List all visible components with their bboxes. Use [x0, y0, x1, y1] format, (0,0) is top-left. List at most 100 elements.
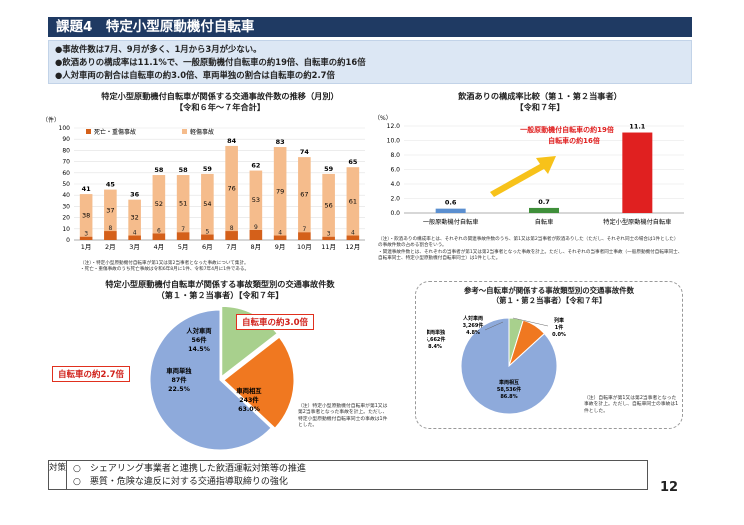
- data-label-light: 67: [300, 191, 308, 199]
- data-label-total: 59: [203, 165, 213, 173]
- slice-percent: 63.0%: [238, 406, 261, 413]
- bar-light: [298, 157, 311, 233]
- chart3-title-line1: 特定小型原動機付自転車が関係する事故類型別の交通事故件数: [105, 279, 335, 289]
- bar-light: [79, 194, 93, 237]
- data-label-severe: 4: [351, 230, 355, 237]
- bar: [435, 208, 466, 213]
- bar-severe: [176, 232, 190, 240]
- chart4-title-line2: （第１・第２当事者）【令和７年】: [491, 296, 607, 305]
- y-tick-label: 80: [62, 147, 70, 154]
- bar-severe: [346, 235, 360, 240]
- x-tick-label: 11月: [321, 243, 336, 251]
- y-tick-label: 100: [59, 125, 71, 132]
- y-tick-label: 70: [62, 159, 70, 166]
- data-label-total: 58: [179, 166, 189, 174]
- bar-severe: [201, 234, 214, 240]
- bar-severe: [152, 233, 166, 240]
- slice-count: 87件: [171, 375, 187, 384]
- monthly-accidents-chart: （件）0102030405060708090100338411月837452月4…: [42, 116, 365, 251]
- y-tick-label: 6.0: [390, 167, 400, 174]
- data-label-severe: 9: [254, 224, 258, 231]
- bar: [529, 207, 559, 213]
- y-tick-label: 2.0: [390, 196, 400, 203]
- data-label: 11.1: [629, 123, 646, 131]
- data-label-total: 65: [348, 158, 358, 166]
- data-label-light: 52: [155, 200, 163, 208]
- data-label-total: 62: [251, 162, 260, 170]
- slice-count: 5,662件: [427, 336, 445, 343]
- bar-severe: [273, 235, 287, 240]
- chart3-title: 特定小型原動機付自転車が関係する事故類型別の交通事故件数 （第１・第２当事者）【…: [70, 279, 370, 301]
- data-label-severe: 8: [230, 225, 234, 232]
- chart2-title: 飲酒ありの構成率比較（第１・第２当事者） 【令和７年】: [410, 91, 670, 113]
- increase-arrow: [490, 156, 556, 197]
- y-tick-label: 12.0: [387, 123, 401, 130]
- data-label-light: 61: [349, 197, 357, 205]
- x-tick-label: 8月: [251, 243, 262, 251]
- slice-label: 車両単独: [166, 366, 192, 375]
- y-tick-label: 10.0: [387, 138, 401, 145]
- bar-severe: [79, 236, 93, 240]
- y-tick-label: 40: [62, 192, 70, 199]
- bar-light: [322, 173, 335, 237]
- data-label-severe: 4: [133, 230, 137, 237]
- chart2-title-line1: 飲酒ありの構成率比較（第１・第２当事者）: [458, 91, 622, 101]
- data-label-total: 58: [154, 166, 164, 174]
- bar-light: [128, 199, 141, 236]
- x-tick-label: 6月: [202, 243, 213, 251]
- y-axis-unit: （件）: [42, 116, 60, 124]
- annotation-line2: 自転車の約16倍: [548, 136, 600, 145]
- y-tick-label: 30: [62, 203, 70, 210]
- slice-label: 人対車両: [462, 315, 483, 322]
- x-tick-label: 一般原動機付自転車: [423, 218, 479, 226]
- pie-slice: [149, 309, 272, 451]
- summary-box: ●事故件数は7月、9月が多く、1月から3月が少ない。 ●飲酒ありの構成率は11.…: [48, 40, 692, 84]
- y-tick-label: 60: [62, 170, 70, 177]
- measure-item: ○ シェアリング事業者と連携した飲酒運転対策等の推進: [73, 464, 306, 474]
- slice-percent: 8.4%: [428, 344, 442, 350]
- slice-percent: 0.0%: [552, 332, 566, 338]
- data-label-light: 79: [276, 187, 284, 195]
- chart4-title: 参考～自転車が関係する事故類型別の交通事故件数 （第１・第２当事者）【令和７年】: [420, 286, 678, 306]
- measure-item: ○ 悪質・危険な違反に対する交通指導取締りの強化: [73, 477, 288, 487]
- slice-percent: 22.5%: [168, 386, 191, 393]
- data-label-light: 32: [130, 214, 138, 222]
- x-tick-label: 5月: [178, 243, 189, 251]
- chart2-title-line2: 【令和７年】: [515, 102, 565, 112]
- bar-severe: [104, 231, 117, 240]
- measures-label: 対策: [49, 461, 67, 489]
- data-label-severe: 5: [205, 228, 209, 235]
- data-label-severe: 4: [278, 230, 282, 237]
- slice-count: 243件: [239, 395, 259, 404]
- data-label: 0.6: [445, 199, 457, 207]
- chart3-title-line2: （第１・第２当事者）【令和７年】: [156, 290, 284, 300]
- chart1-title-line2: 【令和６年～７年合計】: [174, 102, 266, 112]
- x-tick-label: 1月: [81, 243, 92, 251]
- slice-percent: 86.8%: [500, 394, 517, 400]
- slice-percent: 14.5%: [188, 346, 211, 353]
- slice-count: 56件: [191, 335, 207, 344]
- x-tick-label: 10月: [297, 243, 312, 251]
- slice-label: 人対車両: [186, 326, 212, 335]
- x-tick-label: 9月: [275, 243, 286, 251]
- bar-light: [201, 173, 214, 235]
- bar-light: [104, 189, 117, 232]
- annotation-line1: 一般原動機付自転車の約19倍: [520, 125, 614, 134]
- page-title: 課題4 特定小型原動機付自転車: [48, 17, 692, 37]
- bar-light: [152, 175, 166, 234]
- data-label-total: 59: [324, 165, 334, 173]
- data-label-light: 37: [106, 206, 114, 214]
- legend-swatch-light: [182, 129, 187, 134]
- y-tick-label: 8.0: [390, 152, 400, 159]
- callout-left: 自転車の約2.7倍: [52, 366, 131, 382]
- data-label-severe: 7: [302, 226, 306, 233]
- data-label-severe: 6: [157, 227, 161, 234]
- legend-label-severe: 死亡・重傷事故: [94, 128, 136, 136]
- data-label-light: 54: [203, 200, 211, 208]
- bar-light: [176, 175, 190, 233]
- chart1-title: 特定小型原動機付自転車が関係する交通事故件数の推移（月別） 【令和６年～７年合計…: [50, 91, 390, 113]
- slice-count: 1件: [555, 324, 563, 331]
- bar-severe: [298, 232, 311, 240]
